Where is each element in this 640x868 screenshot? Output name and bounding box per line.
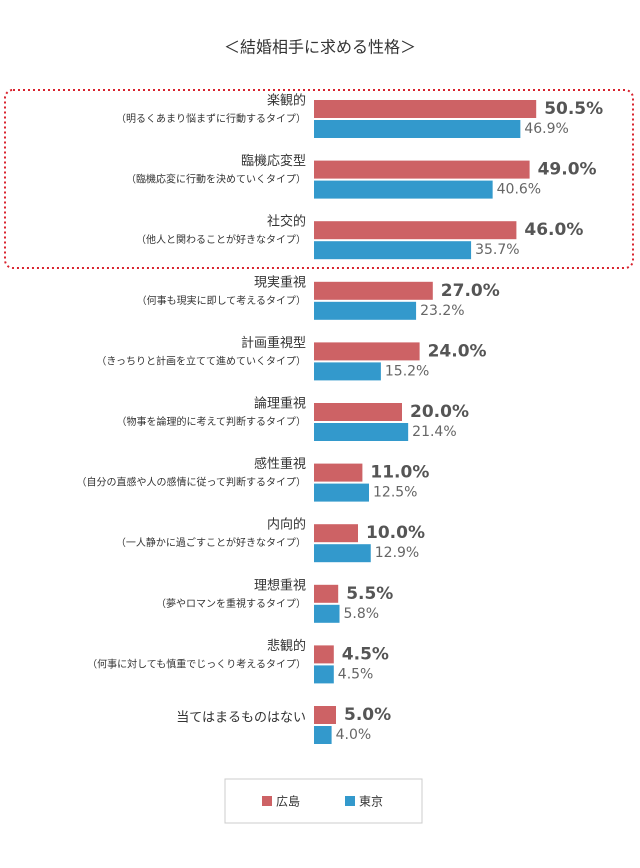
category-note: （一人静かに過ごすことが好きなタイプ） [116, 536, 306, 549]
value-label: 35.7% [475, 242, 519, 258]
bar [314, 645, 334, 664]
bar [314, 362, 381, 381]
bar [314, 160, 530, 179]
value-label: 21.4% [412, 424, 456, 440]
bar [314, 544, 371, 563]
value-label: 11.0% [370, 463, 429, 483]
bar [314, 180, 493, 199]
category-label: 楽観的 [267, 93, 306, 109]
category-label: 悲観的 [267, 638, 306, 654]
legend-label: 東京 [359, 795, 383, 809]
bar [314, 221, 517, 240]
category-label: 論理重視 [254, 396, 306, 412]
category-note: （物事を論理的に考えて判断するタイプ） [117, 415, 307, 428]
category-label: 臨機応変型 [241, 153, 306, 169]
category-note: （何事も現実に即して考えるタイプ） [137, 294, 306, 307]
bar [314, 706, 336, 724]
value-label: 46.0% [524, 220, 583, 240]
value-label: 4.5% [342, 644, 389, 664]
bar [314, 120, 521, 138]
value-label: 5.8% [344, 606, 380, 622]
bar [314, 524, 358, 543]
bar [314, 604, 340, 623]
category-label: 当てはまるものはない [176, 711, 306, 726]
bar [314, 726, 332, 744]
category-note: （夢やロマンを重視するタイプ） [156, 597, 306, 610]
category-note: （何事に対しても慎重でじっくり考えるタイプ） [87, 657, 306, 670]
value-label: 46.9% [524, 121, 568, 137]
value-label: 10.0% [366, 523, 425, 543]
category-note: （臨機応変に行動を決めていくタイプ） [126, 173, 306, 186]
value-label: 5.5% [346, 584, 393, 604]
value-label: 27.0% [441, 281, 500, 301]
category-label: 社交的 [267, 214, 306, 230]
category-note: （きっちりと計画を立てて進めていくタイプ） [96, 354, 306, 367]
legend-swatch [345, 796, 355, 806]
bar [314, 100, 537, 118]
category-label: 現実重視 [254, 274, 306, 290]
bar [314, 463, 363, 482]
bar [314, 423, 409, 441]
value-label: 4.5% [338, 666, 374, 682]
bar [314, 342, 420, 361]
value-label: 50.5% [544, 99, 603, 119]
value-label: 4.0% [336, 727, 372, 743]
category-label: 理想重視 [254, 577, 306, 593]
value-label: 23.2% [420, 303, 464, 319]
category-note: （他人と関わることが好きなタイプ） [136, 233, 306, 246]
legend-swatch [262, 796, 272, 806]
value-label: 20.0% [410, 402, 469, 422]
category-label: 内向的 [267, 517, 306, 533]
bar [314, 483, 369, 502]
value-label: 40.6% [497, 182, 541, 198]
highlight-box [4, 89, 634, 269]
category-note: （明るくあまり悩まずに行動するタイプ） [116, 112, 306, 125]
value-label: 12.5% [373, 485, 417, 501]
bar [314, 584, 339, 603]
bar [314, 403, 402, 421]
value-label: 15.2% [385, 363, 429, 379]
chart-title: ＜結婚相手に求める性格＞ [224, 38, 416, 57]
bar [314, 665, 334, 684]
value-label: 5.0% [344, 705, 391, 725]
category-label: 計画重視型 [241, 335, 306, 351]
legend-label: 広島 [276, 794, 300, 809]
bar [314, 281, 433, 300]
category-label: 感性重視 [254, 456, 306, 472]
value-label: 24.0% [428, 341, 487, 361]
value-label: 12.9% [375, 545, 419, 561]
category-note: （自分の直感や人の感情に従って判断するタイプ） [77, 476, 307, 489]
legend-box [224, 778, 423, 824]
bar [314, 241, 472, 260]
bar [314, 301, 417, 320]
value-label: 49.0% [538, 160, 597, 180]
